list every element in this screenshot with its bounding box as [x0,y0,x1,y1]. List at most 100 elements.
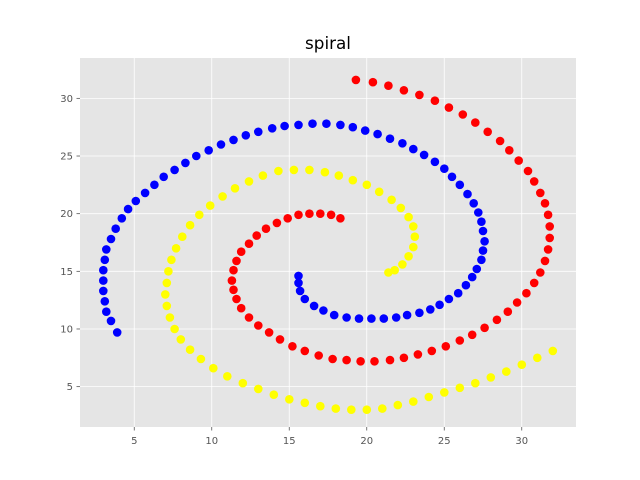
data-point [540,256,550,266]
data-point [374,187,384,197]
series-3 [161,165,558,415]
data-point [244,239,254,248]
data-point [159,172,168,182]
data-point [440,388,449,397]
data-point [106,316,116,326]
data-point [540,199,550,208]
data-point [453,288,463,298]
data-point [336,214,345,223]
data-point [294,210,303,220]
data-point [285,395,294,404]
data-point [348,122,358,132]
data-point [320,167,330,177]
data-point [478,226,488,236]
data-point [495,136,505,146]
data-point [370,357,379,366]
data-point [548,346,558,356]
data-point [415,308,424,318]
data-point [399,353,409,363]
data-point [232,294,241,304]
data-point [322,119,331,128]
data-point [477,217,486,226]
x-tick-label: 10 [205,436,218,447]
data-point [196,354,206,364]
data-point [503,307,513,317]
data-point [409,397,418,406]
data-point [300,398,310,408]
data-point [176,335,186,344]
data-point [326,210,336,220]
data-point [253,321,263,330]
y-tick-label: 20 [60,209,73,220]
data-point [204,146,213,155]
data-point [478,246,488,255]
data-point [477,255,486,265]
data-point [308,119,317,128]
data-point [289,165,299,175]
data-point [232,256,241,266]
data-point [229,135,238,145]
data-point [230,184,240,193]
data-point [162,278,172,288]
data-point [410,232,420,241]
data-point [170,324,179,334]
data-point [218,192,227,201]
data-point [430,157,440,167]
data-point [444,103,454,112]
data-point [195,210,204,220]
data-point [387,195,396,205]
data-point [402,310,412,320]
data-point [328,354,337,364]
data-point [185,345,195,355]
data-point [385,355,395,365]
data-point [486,373,496,382]
data-point [264,328,274,337]
data-point [319,306,328,315]
data-point [441,342,451,351]
data-point [348,175,358,185]
data-point [384,268,393,277]
data-point [261,224,271,233]
x-tick-label: 15 [283,436,296,447]
data-point [305,165,314,175]
data-point [192,151,201,161]
data-point [275,335,285,344]
data-point [480,237,489,246]
data-point [458,110,468,119]
data-point [368,77,378,87]
series-2 [227,75,554,366]
data-point [502,367,511,376]
data-point [294,120,303,130]
data-point [517,360,527,370]
data-point [360,126,370,135]
data-point [536,188,545,198]
data-point [461,280,471,290]
data-point [164,267,173,276]
data-point [545,222,554,231]
x-tick-label: 20 [360,436,373,447]
data-point [205,201,215,210]
data-point [424,392,434,402]
data-point [398,139,407,148]
data-point [362,180,372,190]
data-point [362,405,372,415]
data-point [238,378,248,388]
data-point [288,342,297,351]
data-point [236,303,246,313]
data-point [472,264,482,274]
data-point [427,346,437,356]
data-point [258,171,268,180]
data-point [100,297,110,306]
data-point [283,214,293,223]
data-point [185,220,195,230]
data-point [244,313,254,322]
x-tick-label: 25 [438,436,451,447]
data-point [140,188,150,198]
data-point [334,171,344,180]
data-point [309,301,319,311]
data-point [112,328,122,337]
data-point [223,372,232,381]
y-tick-label: 5 [67,382,73,393]
data-point [455,180,465,190]
